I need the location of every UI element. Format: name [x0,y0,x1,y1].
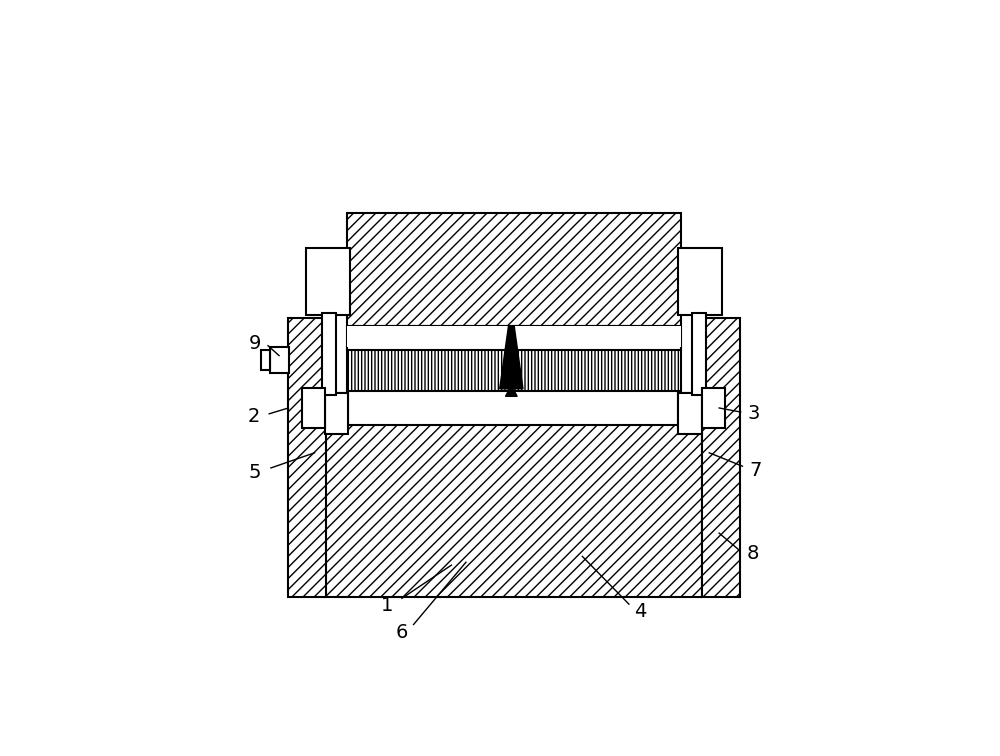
Text: 1: 1 [381,596,394,615]
Bar [678,248,722,314]
Bar [322,313,336,395]
Bar [270,347,289,373]
Bar [678,393,702,434]
Text: 2: 2 [247,407,260,426]
Bar [288,318,326,597]
Bar [325,426,702,597]
Text: 5: 5 [249,463,261,482]
Bar [347,327,681,347]
Text: 8: 8 [746,544,759,563]
Bar [347,327,681,350]
Polygon shape [506,389,517,396]
Bar [702,318,740,597]
Bar [302,388,325,429]
Bar [325,393,348,429]
Text: 9: 9 [249,334,261,354]
Bar [347,347,681,391]
Bar [261,350,270,370]
Text: 7: 7 [750,460,762,480]
Polygon shape [500,327,523,389]
Bar [692,313,706,395]
Bar [325,393,348,434]
Bar [702,388,725,429]
Bar [678,393,702,429]
Text: 4: 4 [634,603,647,621]
Bar [347,213,681,327]
Text: 3: 3 [748,404,760,423]
Text: 6: 6 [396,623,408,642]
Bar [306,248,350,314]
